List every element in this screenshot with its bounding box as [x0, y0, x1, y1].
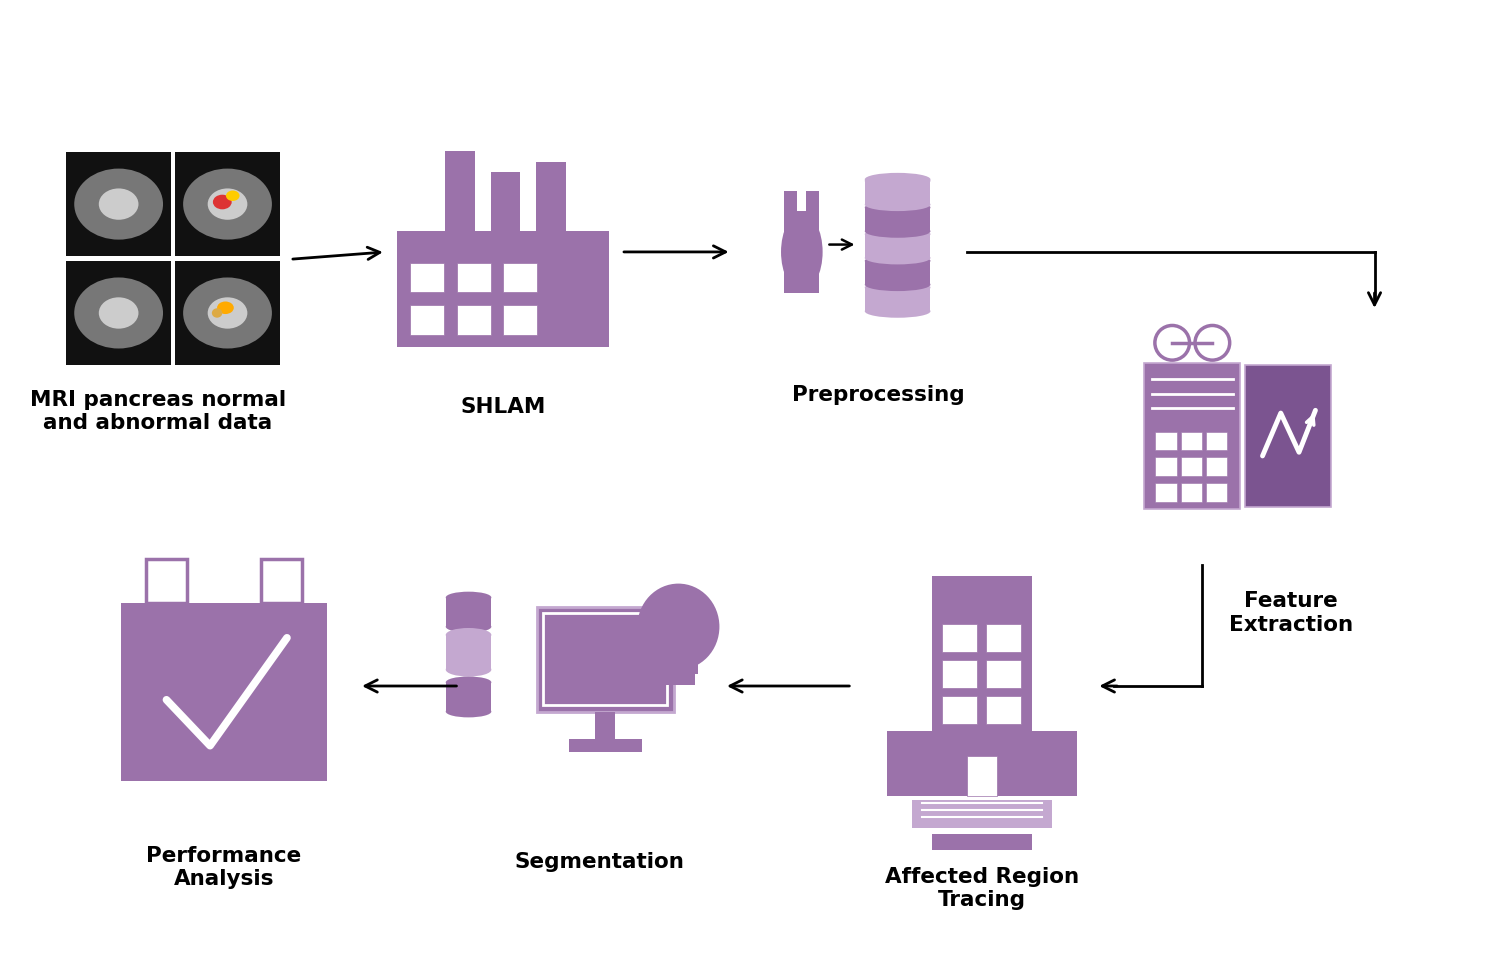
FancyBboxPatch shape	[536, 607, 674, 712]
FancyBboxPatch shape	[1206, 457, 1227, 477]
Ellipse shape	[864, 175, 930, 188]
FancyBboxPatch shape	[785, 191, 797, 211]
Ellipse shape	[446, 621, 491, 633]
Ellipse shape	[864, 252, 930, 265]
FancyBboxPatch shape	[569, 739, 641, 752]
Ellipse shape	[864, 229, 930, 241]
FancyBboxPatch shape	[1180, 432, 1201, 451]
FancyBboxPatch shape	[120, 604, 327, 781]
Ellipse shape	[446, 592, 491, 604]
FancyBboxPatch shape	[806, 191, 819, 211]
Ellipse shape	[213, 195, 232, 210]
Ellipse shape	[75, 278, 163, 349]
Ellipse shape	[864, 226, 930, 238]
Ellipse shape	[446, 706, 491, 718]
FancyBboxPatch shape	[864, 209, 930, 232]
Text: Performance
Analysis: Performance Analysis	[147, 845, 301, 888]
FancyBboxPatch shape	[986, 625, 1020, 653]
Ellipse shape	[864, 255, 930, 268]
Ellipse shape	[864, 282, 930, 295]
FancyBboxPatch shape	[662, 667, 695, 685]
Ellipse shape	[208, 189, 247, 220]
Ellipse shape	[226, 191, 240, 202]
FancyBboxPatch shape	[1155, 483, 1177, 502]
Text: SHLAM: SHLAM	[461, 397, 547, 417]
FancyBboxPatch shape	[457, 263, 491, 293]
Ellipse shape	[1195, 326, 1230, 360]
FancyBboxPatch shape	[457, 306, 491, 335]
Ellipse shape	[446, 628, 491, 642]
FancyBboxPatch shape	[446, 598, 491, 627]
FancyBboxPatch shape	[66, 153, 171, 258]
FancyBboxPatch shape	[595, 712, 616, 739]
FancyBboxPatch shape	[1245, 366, 1332, 507]
Ellipse shape	[211, 309, 222, 318]
FancyBboxPatch shape	[66, 261, 171, 366]
FancyBboxPatch shape	[1206, 432, 1227, 451]
Ellipse shape	[637, 584, 719, 670]
FancyBboxPatch shape	[912, 801, 1052, 828]
FancyBboxPatch shape	[536, 162, 566, 232]
Text: Segmentation: Segmentation	[514, 850, 685, 871]
FancyBboxPatch shape	[986, 660, 1020, 688]
FancyBboxPatch shape	[397, 232, 610, 348]
FancyBboxPatch shape	[1155, 457, 1177, 477]
FancyBboxPatch shape	[942, 660, 977, 688]
Text: Feature
Extraction: Feature Extraction	[1228, 591, 1353, 634]
FancyBboxPatch shape	[942, 625, 977, 653]
Text: Affected Region
Tracing: Affected Region Tracing	[885, 866, 1079, 909]
Ellipse shape	[446, 677, 491, 688]
FancyBboxPatch shape	[1155, 432, 1177, 451]
FancyBboxPatch shape	[864, 288, 930, 312]
Ellipse shape	[183, 278, 273, 349]
Ellipse shape	[183, 169, 273, 240]
FancyBboxPatch shape	[491, 173, 520, 232]
FancyBboxPatch shape	[1180, 457, 1201, 477]
Ellipse shape	[99, 298, 138, 330]
FancyBboxPatch shape	[1144, 363, 1240, 509]
FancyBboxPatch shape	[864, 261, 930, 285]
FancyBboxPatch shape	[261, 559, 303, 604]
Ellipse shape	[864, 279, 930, 292]
Ellipse shape	[446, 663, 491, 677]
Ellipse shape	[864, 202, 930, 215]
FancyBboxPatch shape	[503, 263, 538, 293]
Ellipse shape	[864, 306, 930, 318]
FancyBboxPatch shape	[785, 211, 819, 294]
FancyBboxPatch shape	[175, 153, 280, 258]
FancyBboxPatch shape	[932, 577, 1032, 736]
Ellipse shape	[1155, 326, 1189, 360]
FancyBboxPatch shape	[658, 652, 698, 675]
FancyBboxPatch shape	[1206, 483, 1227, 502]
Ellipse shape	[75, 169, 163, 240]
Ellipse shape	[780, 213, 822, 291]
FancyBboxPatch shape	[887, 731, 1077, 797]
FancyBboxPatch shape	[544, 613, 668, 705]
FancyBboxPatch shape	[410, 306, 443, 335]
FancyBboxPatch shape	[410, 263, 443, 293]
Ellipse shape	[99, 189, 138, 220]
FancyBboxPatch shape	[864, 182, 930, 206]
FancyBboxPatch shape	[864, 234, 930, 259]
FancyBboxPatch shape	[446, 682, 491, 712]
Text: MRI pancreas normal
and abnormal data: MRI pancreas normal and abnormal data	[30, 389, 286, 432]
Ellipse shape	[217, 302, 234, 314]
Text: Preprocessing: Preprocessing	[792, 385, 965, 405]
FancyBboxPatch shape	[932, 834, 1032, 850]
FancyBboxPatch shape	[986, 697, 1020, 725]
FancyBboxPatch shape	[445, 152, 475, 232]
FancyBboxPatch shape	[966, 756, 996, 797]
FancyBboxPatch shape	[1180, 483, 1201, 502]
Ellipse shape	[864, 174, 930, 186]
FancyBboxPatch shape	[175, 261, 280, 366]
Ellipse shape	[864, 199, 930, 211]
FancyBboxPatch shape	[942, 697, 977, 725]
FancyBboxPatch shape	[145, 559, 187, 604]
FancyBboxPatch shape	[446, 635, 491, 670]
FancyBboxPatch shape	[503, 306, 538, 335]
Ellipse shape	[208, 298, 247, 330]
